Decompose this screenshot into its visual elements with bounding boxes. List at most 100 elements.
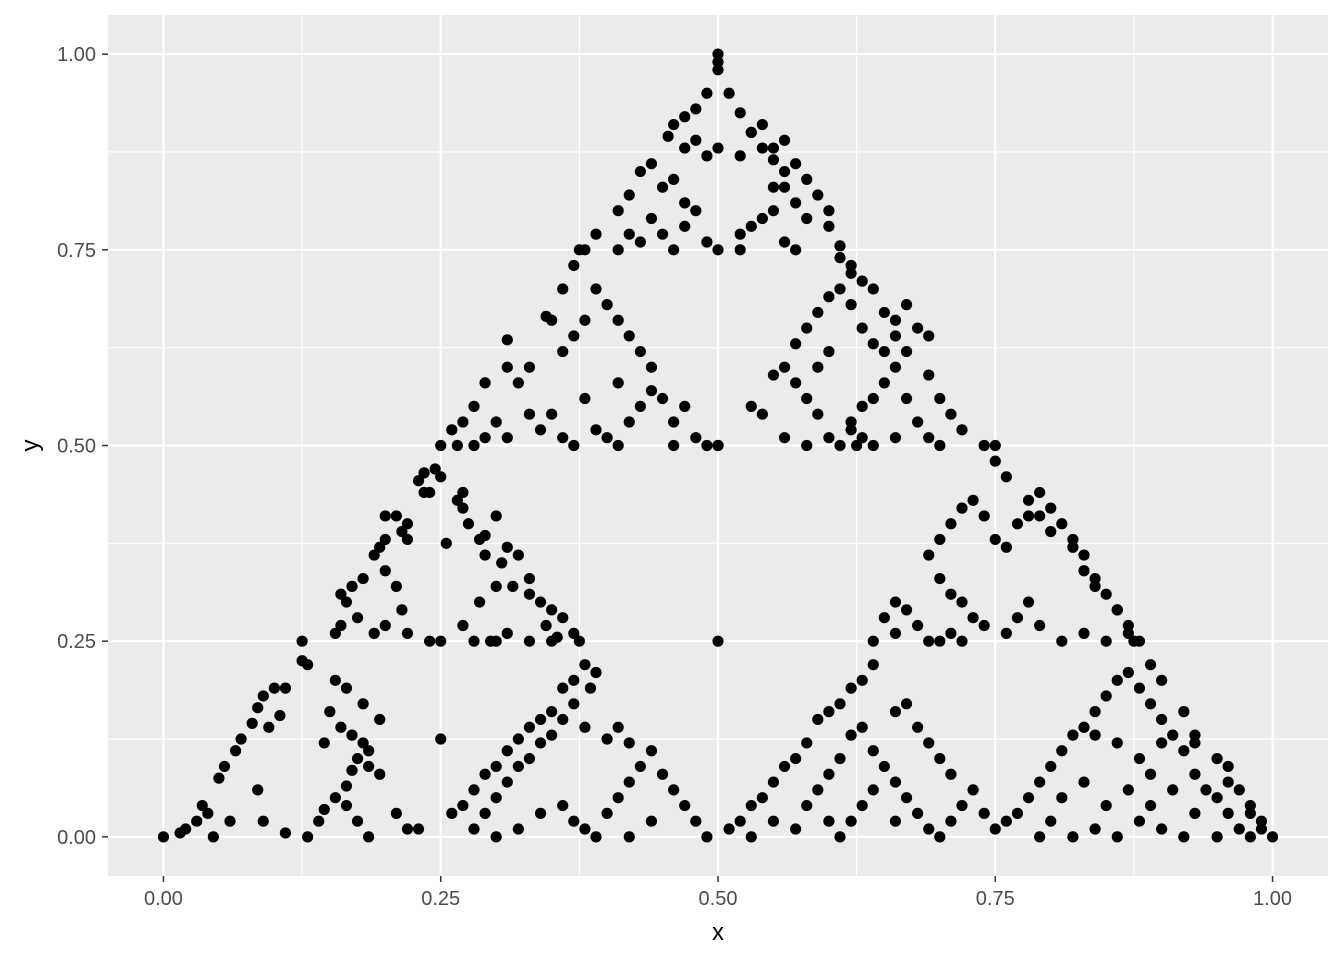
data-point — [823, 291, 835, 303]
data-point — [252, 784, 264, 796]
data-point — [435, 733, 447, 745]
data-point — [778, 760, 791, 773]
data-point — [1089, 823, 1101, 835]
data-point — [346, 580, 358, 592]
data-point — [778, 165, 791, 178]
data-point — [1034, 831, 1046, 843]
data-point — [468, 823, 480, 835]
data-point — [934, 439, 946, 452]
data-point — [845, 424, 857, 436]
data-point — [945, 768, 957, 780]
data-point — [834, 831, 846, 843]
data-point — [207, 831, 219, 843]
data-point — [756, 118, 768, 131]
data-point — [812, 784, 824, 796]
data-point — [512, 760, 524, 773]
data-point — [1011, 612, 1024, 624]
data-point — [889, 432, 902, 444]
data-point — [645, 212, 658, 225]
data-point — [1144, 659, 1157, 671]
data-point — [967, 784, 979, 796]
data-point — [601, 432, 613, 444]
data-point — [218, 760, 231, 773]
data-point — [1045, 502, 1057, 514]
data-point — [634, 345, 646, 358]
x-axis: 0.00 0.25 0.50 0.75 1.00 — [144, 876, 1292, 910]
data-point — [468, 635, 480, 647]
data-point — [801, 322, 813, 334]
data-point — [1067, 533, 1079, 546]
data-point — [778, 134, 791, 146]
data-point — [867, 659, 879, 671]
data-point — [1056, 635, 1068, 647]
data-point — [1144, 799, 1157, 812]
data-point — [889, 706, 902, 718]
data-point — [568, 330, 580, 342]
data-point — [900, 698, 913, 710]
y-axis: 0.00 0.25 0.50 0.75 1.00 — [57, 44, 108, 849]
data-point — [912, 721, 924, 733]
data-point — [623, 416, 635, 428]
data-point — [523, 752, 536, 765]
data-point — [712, 439, 724, 452]
data-point — [867, 784, 879, 796]
data-point — [634, 236, 646, 248]
data-point — [1111, 737, 1123, 749]
data-point — [379, 533, 391, 546]
data-point — [1233, 784, 1245, 796]
data-point — [612, 205, 624, 217]
data-point — [368, 549, 380, 561]
data-point — [834, 752, 846, 765]
data-point — [157, 831, 170, 843]
data-point — [634, 165, 646, 178]
data-point — [1000, 815, 1012, 827]
data-point — [856, 432, 868, 444]
data-point — [668, 173, 680, 185]
data-point — [568, 259, 580, 272]
x-tick-label: 0.50 — [699, 888, 738, 910]
data-point — [490, 510, 502, 522]
data-point — [1000, 471, 1012, 483]
data-point — [390, 510, 402, 522]
data-point — [656, 768, 669, 780]
data-point — [900, 604, 913, 616]
data-point — [1133, 815, 1146, 827]
data-point — [512, 733, 524, 745]
data-point — [989, 823, 1001, 835]
data-point — [978, 439, 990, 452]
data-point — [401, 823, 414, 835]
x-tick-label: 0.75 — [976, 888, 1015, 910]
data-point — [856, 322, 868, 334]
data-point — [435, 439, 447, 452]
data-point — [1233, 823, 1245, 835]
data-point — [934, 533, 946, 546]
data-point — [745, 799, 757, 812]
data-point — [1222, 760, 1234, 773]
data-point — [956, 596, 968, 608]
data-point — [923, 330, 935, 342]
data-point — [579, 244, 591, 256]
data-point — [956, 502, 968, 514]
data-point — [734, 107, 746, 119]
data-point — [1011, 807, 1024, 819]
data-point — [579, 823, 591, 835]
data-point — [335, 588, 347, 600]
y-axis-title: y — [17, 440, 44, 452]
data-point — [701, 87, 713, 99]
data-point — [357, 737, 369, 749]
data-point — [778, 236, 791, 248]
data-point — [823, 345, 835, 358]
data-point — [1189, 807, 1201, 819]
data-point — [923, 432, 935, 444]
data-point — [623, 831, 635, 843]
data-point — [1189, 729, 1201, 741]
data-point — [479, 432, 491, 444]
data-point — [845, 416, 857, 428]
data-point — [1200, 784, 1212, 796]
data-point — [712, 142, 724, 154]
data-point — [1167, 784, 1179, 796]
data-point — [368, 627, 380, 639]
data-point — [912, 416, 924, 428]
data-point — [823, 706, 835, 718]
data-point — [329, 792, 341, 804]
